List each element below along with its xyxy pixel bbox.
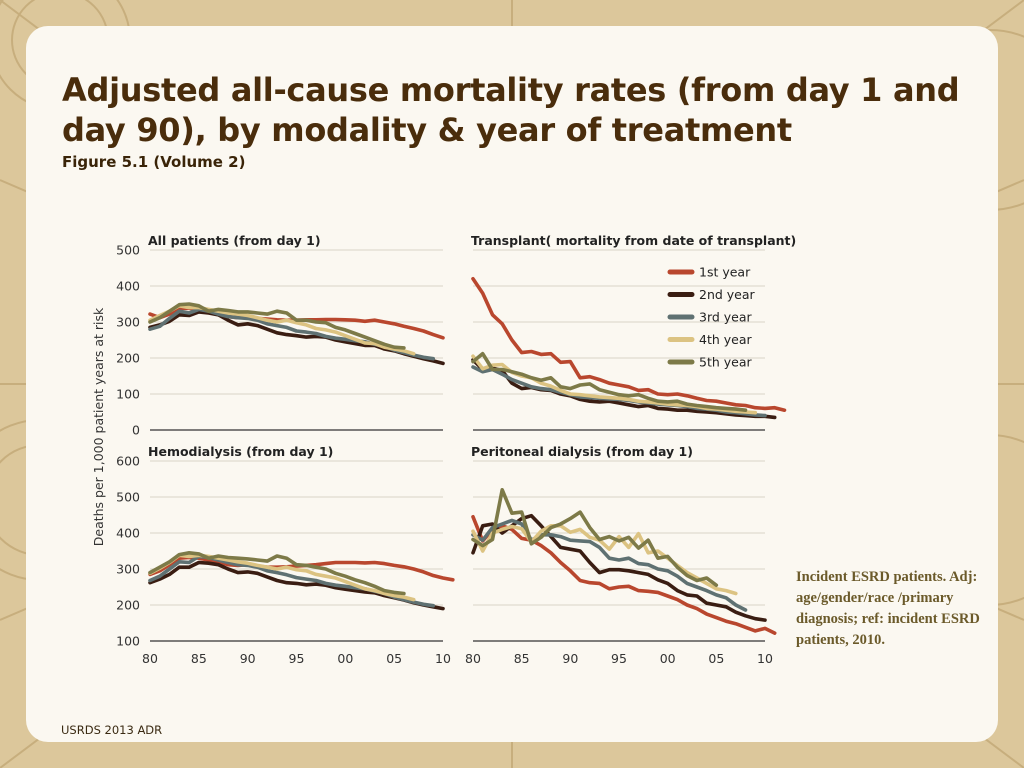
figure-subtitle: Figure 5.1 (Volume 2): [62, 153, 246, 171]
y-tick-label: 0: [132, 423, 140, 438]
series-line-1st-year: [471, 514, 777, 635]
legend-label: 3rd year: [699, 310, 753, 325]
panel-title: Transplant( mortality from date of trans…: [471, 233, 796, 248]
series-line-2nd-year: [471, 513, 767, 622]
legend-label: 2nd year: [699, 287, 756, 302]
series-line-5th-year: [148, 550, 406, 596]
legend-label: 5th year: [699, 355, 752, 370]
x-tick-label: 80: [142, 651, 158, 666]
legend-label: 4th year: [699, 332, 752, 347]
y-tick-label: 100: [116, 634, 140, 649]
y-tick-label: 400: [116, 279, 140, 294]
x-tick-label: 95: [289, 651, 305, 666]
panel-title: Hemodialysis (from day 1): [148, 444, 333, 459]
y-tick-label: 200: [116, 598, 140, 613]
y-tick-label: 200: [116, 351, 140, 366]
x-tick-label: 10: [435, 651, 451, 666]
x-tick-label: 95: [611, 651, 627, 666]
series-line-2nd-year: [471, 357, 777, 420]
x-tick-label: 05: [708, 651, 724, 666]
x-tick-label: 85: [514, 651, 530, 666]
y-tick-label: 500: [116, 490, 140, 505]
y-tick-label: 600: [116, 454, 140, 469]
series-line-3rd-year: [471, 518, 748, 612]
slide-title: Adjusted all-cause mortality rates (from…: [62, 71, 960, 149]
x-tick-label: 00: [660, 651, 676, 666]
y-axis-label: Deaths per 1,000 patient years at risk: [91, 307, 106, 546]
legend-label: 1st year: [699, 265, 751, 280]
y-tick-label: 500: [116, 243, 140, 258]
series-line-4th-year: [148, 303, 416, 356]
series-line-5th-year: [148, 302, 406, 350]
series-line-5th-year: [471, 487, 719, 588]
series-line-5th-year: [471, 351, 748, 413]
series-line-4th-year: [471, 523, 738, 596]
x-tick-label: 00: [337, 651, 353, 666]
y-tick-label: 300: [116, 315, 140, 330]
y-tick-label: 100: [116, 387, 140, 402]
source-label: USRDS 2013 ADR: [61, 723, 163, 737]
figure-note: Incident ESRD patients. Adj: age/gender/…: [796, 569, 980, 648]
x-tick-label: 05: [386, 651, 402, 666]
y-tick-label: 400: [116, 526, 140, 541]
x-tick-label: 85: [191, 651, 207, 666]
series-line-1st-year: [471, 276, 787, 413]
x-tick-label: 90: [562, 651, 578, 666]
x-tick-label: 10: [757, 651, 773, 666]
panel-title: All patients (from day 1): [148, 233, 321, 248]
x-tick-label: 80: [465, 651, 481, 666]
x-tick-label: 90: [240, 651, 256, 666]
series-line-4th-year: [148, 553, 416, 602]
y-tick-label: 300: [116, 562, 140, 577]
panel-title: Peritoneal dialysis (from day 1): [471, 444, 693, 459]
